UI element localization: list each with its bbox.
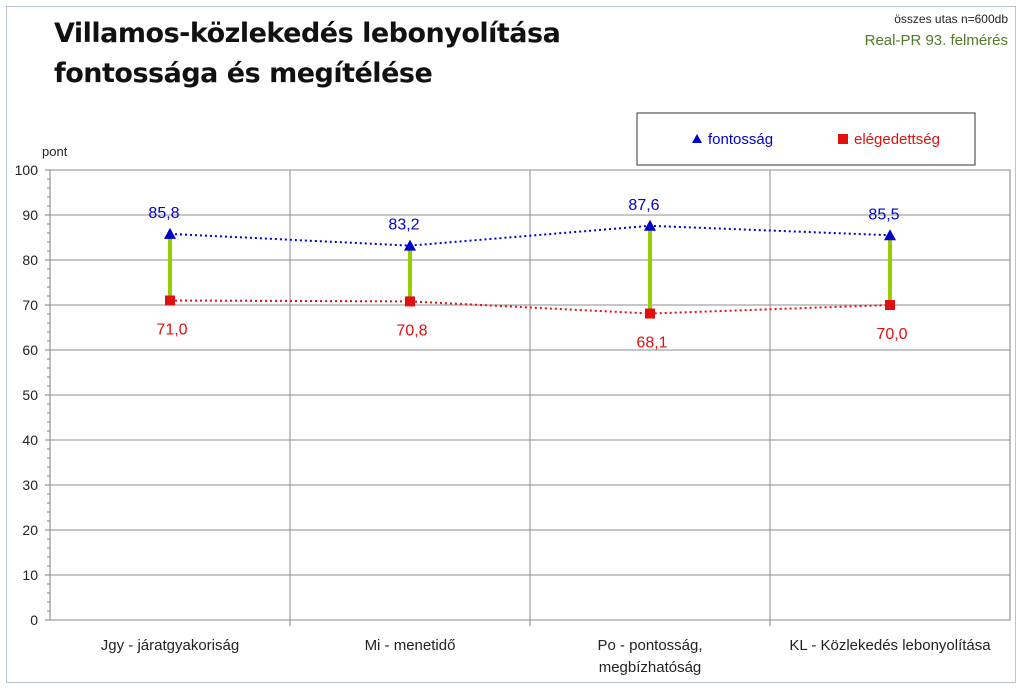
fontossag-data-label: 85,5 xyxy=(868,206,899,223)
elegedettseg-data-label: 70,8 xyxy=(396,322,427,339)
legend-triangle-icon xyxy=(692,134,702,143)
y-tick-label: 20 xyxy=(22,522,38,538)
x-category-label: Mi - menetidő xyxy=(365,637,456,654)
elegedettseg-data-label: 68,1 xyxy=(636,335,667,352)
x-category-label: megbízhatóság xyxy=(599,659,702,676)
y-tick-label: 10 xyxy=(22,567,38,583)
y-tick-label: 100 xyxy=(15,162,39,178)
elegedettseg-marker[interactable] xyxy=(885,300,895,310)
fontossag-data-label: 83,2 xyxy=(388,217,419,234)
y-tick-label: 30 xyxy=(22,477,38,493)
fontossag-marker[interactable] xyxy=(164,227,176,239)
y-tick-label: 80 xyxy=(22,252,38,268)
chart-title: Villamos-közlekedés lebonyolítása fontos… xyxy=(54,18,561,89)
fontossag-marker[interactable] xyxy=(884,229,896,241)
elegedettseg-data-label: 70,0 xyxy=(876,326,907,343)
legend-label-fontossag: fontosság xyxy=(708,131,773,148)
elegedettseg-marker[interactable] xyxy=(405,296,415,307)
fontossag-marker[interactable] xyxy=(644,219,656,231)
legend-box xyxy=(636,112,976,166)
elegedettseg-data-label: 71,0 xyxy=(156,322,187,339)
y-tick-label: 60 xyxy=(22,342,38,358)
fontossag-marker[interactable] xyxy=(404,239,416,251)
elegedettseg-marker[interactable] xyxy=(165,295,175,306)
x-category-label: Po - pontosság, xyxy=(597,637,702,654)
y-tick-label: 50 xyxy=(22,387,38,403)
fontossag-data-label: 85,8 xyxy=(148,205,179,222)
y-tick-label: 40 xyxy=(22,432,38,448)
legend-label-elegedettseg: elégedettség xyxy=(854,131,940,148)
sample-size-note: összes utas n=600db xyxy=(894,12,1008,26)
y-tick-label: 70 xyxy=(22,297,38,313)
elegedettseg-marker[interactable] xyxy=(645,308,655,319)
elegedettseg-dotted-line xyxy=(169,299,891,315)
fontossag-dotted-line xyxy=(169,224,891,247)
x-category-label: Jgy - járatgyakoriság xyxy=(101,637,239,654)
fontossag-data-label: 87,6 xyxy=(628,197,659,214)
legend-square-icon xyxy=(838,134,848,144)
y-tick-label: 90 xyxy=(22,207,38,223)
source-note: Real-PR 93. felmérés xyxy=(864,32,1008,49)
y-tick-label: 0 xyxy=(30,612,38,628)
x-category-label: KL - Közlekedés lebonyolítása xyxy=(789,637,991,654)
y-axis-label: pont xyxy=(42,144,68,159)
